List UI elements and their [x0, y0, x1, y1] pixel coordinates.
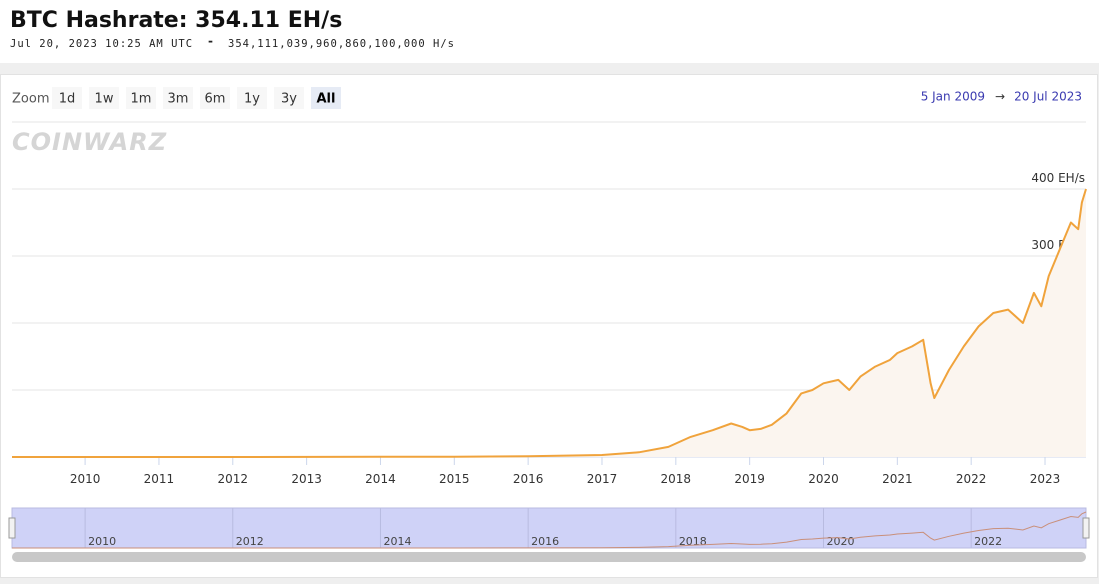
x-tick-label: 2021	[882, 472, 913, 486]
x-tick-label: 2011	[144, 472, 175, 486]
zoom-button[interactable]	[200, 87, 230, 109]
separator: -	[208, 34, 213, 48]
zoom-button-label[interactable]: All	[317, 92, 336, 107]
zoom-button-label[interactable]: 3y	[281, 92, 297, 107]
x-tick-label: 2015	[439, 472, 470, 486]
navigator-tick-label: 2022	[974, 535, 1002, 548]
zoom-button-label[interactable]: 1y	[244, 92, 260, 107]
navigator-tick-label: 2016	[531, 535, 559, 548]
x-tick-label: 2019	[734, 472, 765, 486]
x-tick-label: 2013	[291, 472, 322, 486]
x-tick-label: 2016	[513, 472, 544, 486]
zoom-button-label[interactable]: 1w	[95, 92, 114, 107]
zoom-button-label[interactable]: 6m	[205, 92, 226, 107]
navigator-line	[12, 511, 1087, 549]
x-tick-label: 2012	[218, 472, 249, 486]
zoom-button-label[interactable]: 1d	[59, 92, 76, 107]
range-arrow: →	[995, 90, 1005, 104]
watermark: CoinWarz	[12, 128, 167, 156]
zoom-button[interactable]	[52, 87, 82, 109]
exact-value: 354,111,039,960,860,100,000 H/s	[228, 38, 455, 50]
zoom-button[interactable]	[237, 87, 267, 109]
navigator-tick-label: 2020	[826, 535, 854, 548]
chart-panel	[0, 74, 1098, 578]
range-to[interactable]: 20 Jul 2023	[1014, 90, 1082, 104]
zoom-button[interactable]	[311, 87, 341, 109]
zoom-button[interactable]	[126, 87, 156, 109]
zoom-button[interactable]	[89, 87, 119, 109]
page-title: BTC Hashrate: 354.11 EH/s	[10, 8, 342, 33]
x-tick-label: 2018	[661, 472, 692, 486]
x-tick-label: 2010	[70, 472, 101, 486]
area	[12, 189, 1086, 457]
header-panel	[0, 0, 1099, 63]
navigator-tick-label: 2014	[383, 535, 411, 548]
zoom-buttons: 1d 1w 1m 3m 6m 1y 3y All	[52, 87, 341, 109]
navigator-tick-label: 2010	[88, 535, 116, 548]
navigator-handle-left[interactable]	[8, 517, 16, 539]
timestamp: Jul 20, 2023 10:25 AM UTC	[10, 38, 193, 50]
range-from[interactable]: 5 Jan 2009	[921, 90, 985, 104]
zoom-button-label[interactable]: 1m	[131, 92, 152, 107]
x-tick-label: 2023	[1030, 472, 1061, 486]
y-tick-label: 400 EH/s	[1031, 171, 1085, 185]
zoom-button[interactable]	[163, 87, 193, 109]
x-tick-label: 2022	[956, 472, 987, 486]
zoom-button-label[interactable]: 3m	[168, 92, 189, 107]
navigator-handle-right[interactable]	[1082, 517, 1090, 539]
x-tick-label: 2017	[587, 472, 618, 486]
x-tick-label: 2014	[365, 472, 396, 486]
zoom-button[interactable]	[274, 87, 304, 109]
line	[12, 188, 1087, 458]
navigator-content: 2010 2012 2014 2016 2018 2020 2022	[12, 508, 1087, 549]
zoom-label: Zoom	[12, 92, 49, 107]
scrollbar[interactable]	[12, 552, 1086, 562]
navigator[interactable]	[11, 507, 1087, 549]
navigator-tick-label: 2012	[236, 535, 264, 548]
x-tick-label: 2020	[808, 472, 839, 486]
